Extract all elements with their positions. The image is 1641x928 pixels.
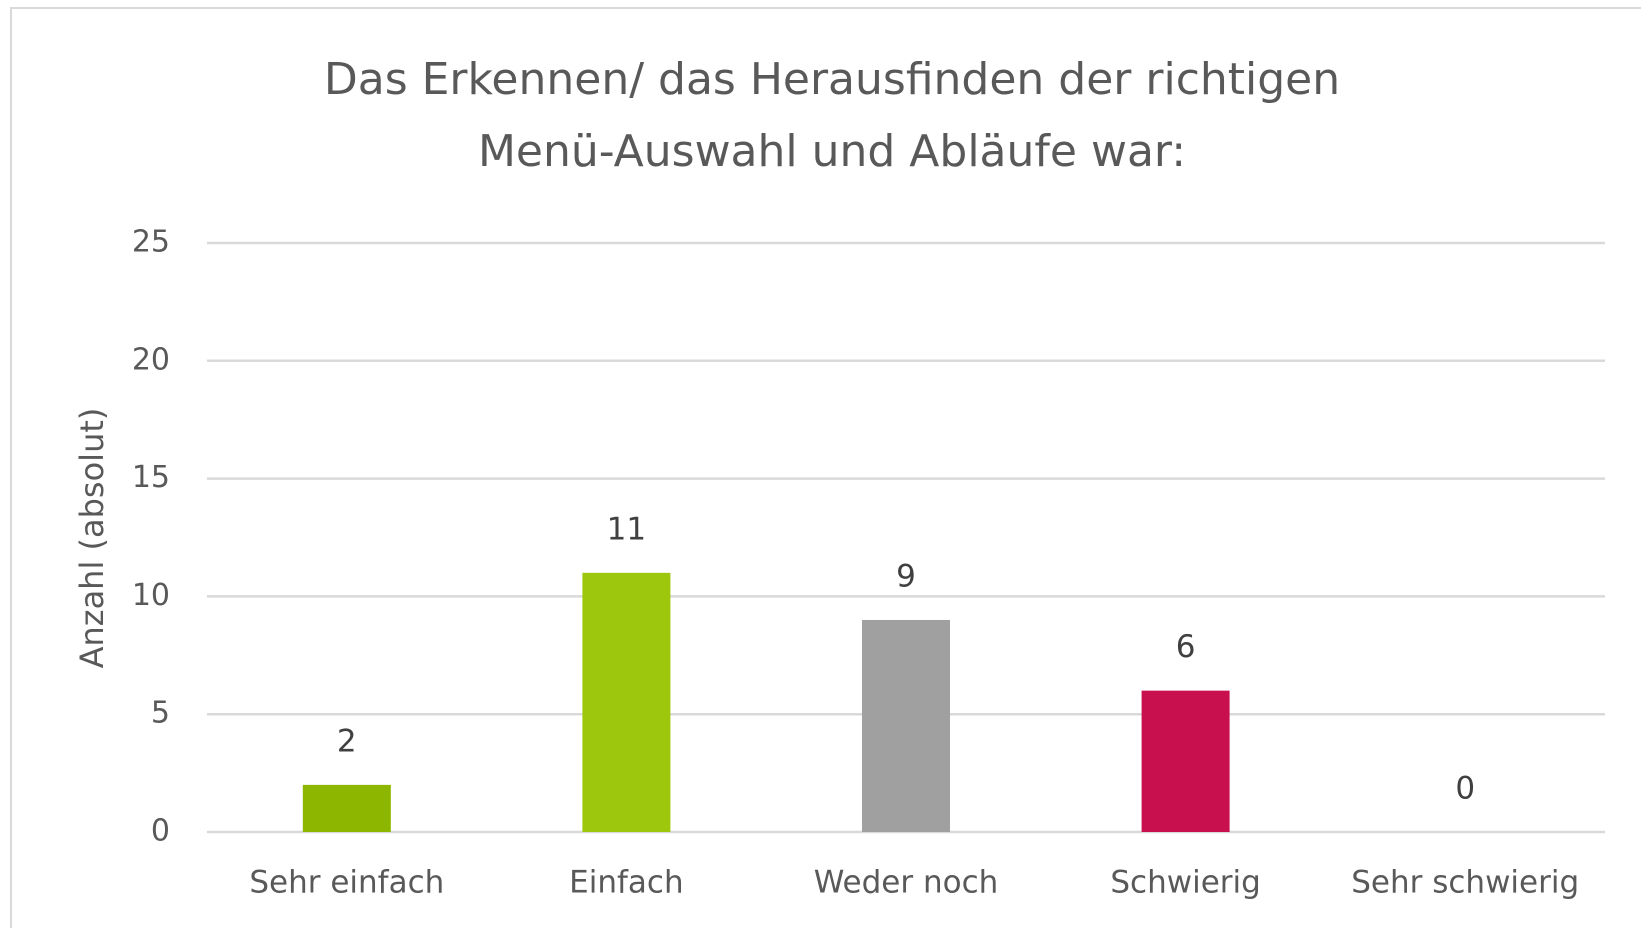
y-tick-label: 20: [132, 342, 170, 377]
y-tick-label: 25: [132, 225, 170, 260]
y-tick-label: 15: [132, 460, 170, 495]
bar: [302, 784, 391, 832]
data-label: 6: [1176, 629, 1196, 665]
data-label: 9: [896, 558, 916, 594]
x-tick-label: Einfach: [569, 865, 683, 901]
x-tick-label: Weder noch: [814, 865, 999, 901]
y-axis-label: Anzahl (absolut): [73, 408, 111, 669]
chart-title: Menü-Auswahl und Abläufe war:: [478, 126, 1186, 177]
x-tick-label: Sehr schwierig: [1351, 865, 1579, 901]
bar: [582, 572, 671, 832]
chart-frame: [10, 7, 1641, 928]
x-tick-label: Sehr einfach: [249, 865, 444, 901]
bar: [862, 619, 950, 832]
x-tick-label: Schwierig: [1110, 865, 1260, 901]
y-tick-label: 5: [151, 696, 170, 731]
y-tick-label: 0: [151, 814, 170, 849]
data-label: 0: [1455, 771, 1475, 807]
data-label: 2: [337, 723, 357, 759]
chart-title: Das Erkennen/ das Herausfinden der richt…: [324, 54, 1340, 105]
data-label: 11: [607, 511, 646, 547]
y-tick-label: 10: [132, 578, 170, 613]
bar: [1141, 690, 1230, 832]
